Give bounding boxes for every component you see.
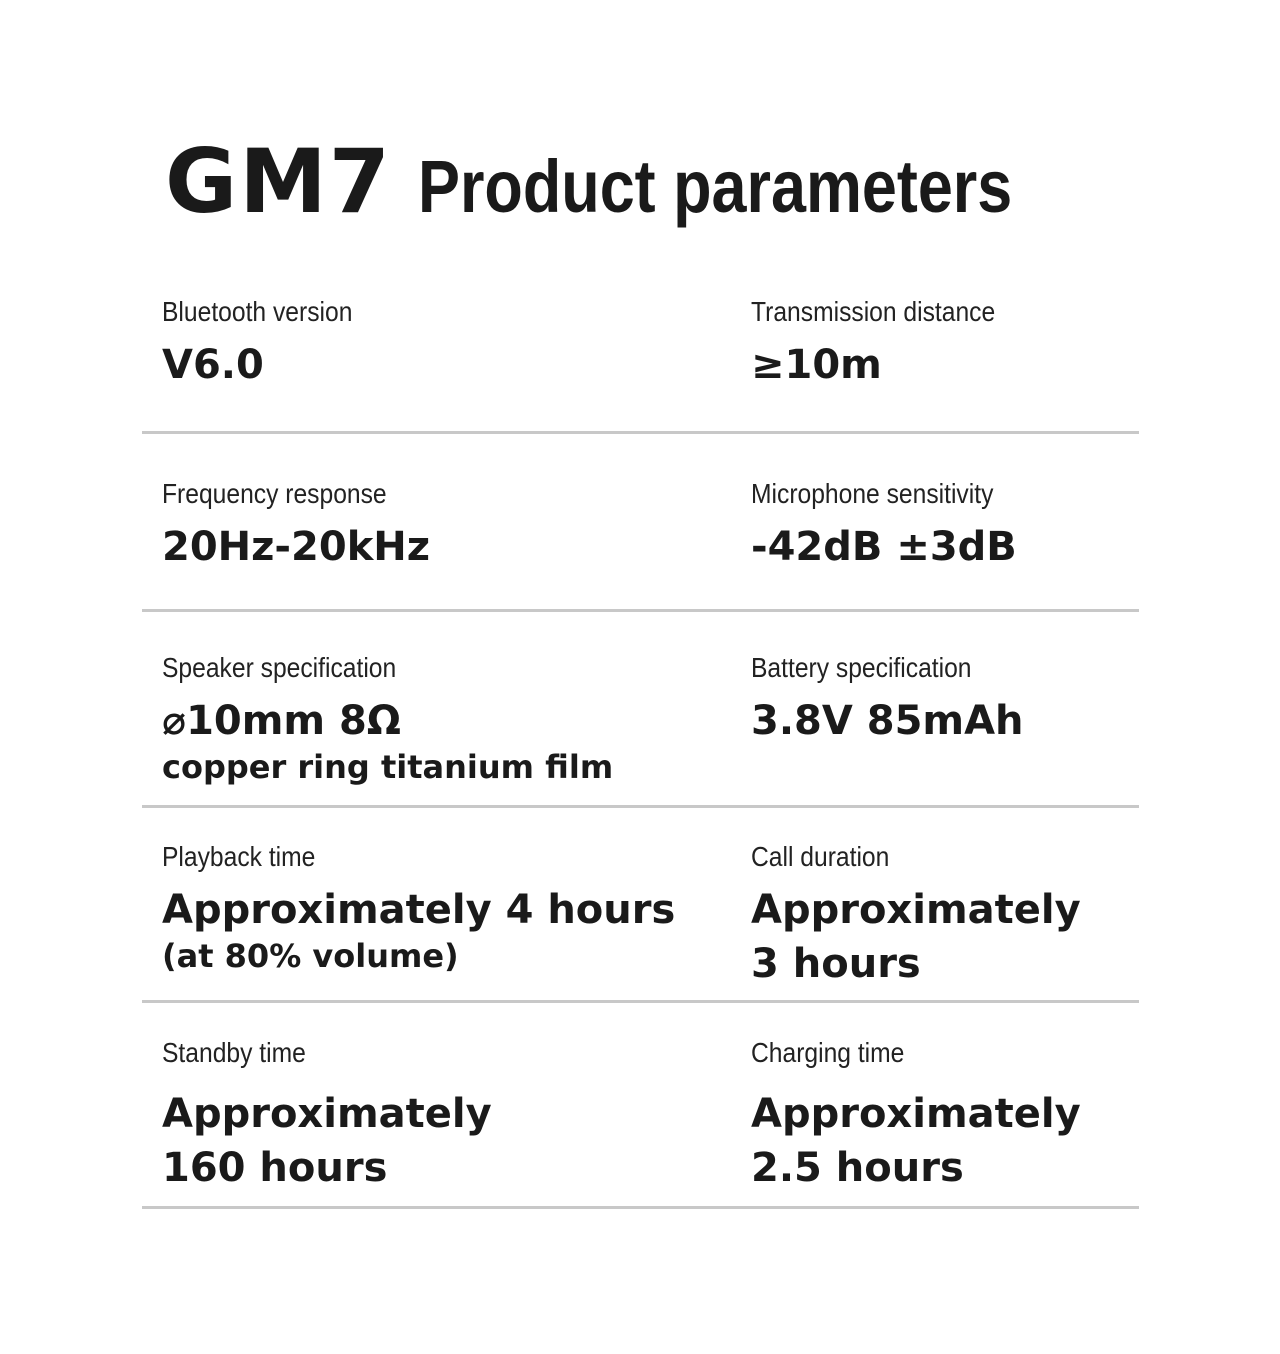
param-value-line2: 3 hours bbox=[751, 941, 921, 987]
param-value: 20Hz-20kHz bbox=[162, 524, 431, 570]
param-label: Speaker specification bbox=[162, 652, 397, 683]
param-value: Approximately bbox=[751, 887, 1081, 933]
param-frequency-response: Frequency response 20Hz-20kHz bbox=[162, 478, 702, 574]
param-subvalue: (at 80% volume) bbox=[162, 937, 459, 975]
divider bbox=[142, 1206, 1139, 1209]
param-speaker-specification: Speaker specification ⌀10mm 8Ω copper ring… bbox=[162, 652, 702, 786]
param-label: Playback time bbox=[162, 841, 316, 872]
param-subvalue: copper ring titanium film bbox=[162, 748, 614, 786]
param-transmission-distance: Transmission distance ≥10m bbox=[751, 296, 1280, 392]
divider bbox=[142, 805, 1139, 808]
param-label: Microphone sensitivity bbox=[751, 478, 994, 509]
page-title: GM7 Product parameters bbox=[165, 130, 1117, 233]
title-text: Product parameters bbox=[418, 145, 1013, 228]
divider bbox=[142, 431, 1139, 434]
divider bbox=[142, 609, 1139, 612]
divider bbox=[142, 1000, 1139, 1003]
param-call-duration: Call duration Approximately 3 hours bbox=[751, 841, 1280, 991]
param-value-line2: 2.5 hours bbox=[751, 1145, 964, 1191]
param-label: Charging time bbox=[751, 1037, 905, 1068]
param-value: V6.0 bbox=[162, 342, 264, 388]
param-microphone-sensitivity: Microphone sensitivity -42dB ±3dB bbox=[751, 478, 1280, 574]
param-value: Approximately bbox=[162, 1091, 492, 1137]
param-value: ⌀10mm 8Ω bbox=[162, 698, 401, 744]
param-bluetooth-version: Bluetooth version V6.0 bbox=[162, 296, 702, 392]
param-standby-time: Standby time Approximately 160 hours bbox=[162, 1037, 702, 1195]
param-value: Approximately bbox=[751, 1091, 1081, 1137]
param-value-line2: 160 hours bbox=[162, 1145, 388, 1191]
param-value: Approximately 4 hours bbox=[162, 887, 676, 933]
param-value: -42dB ±3dB bbox=[751, 524, 1017, 570]
model-name: GM7 bbox=[165, 130, 393, 233]
param-value: ≥10m bbox=[751, 342, 882, 388]
param-value: 3.8V 85mAh bbox=[751, 698, 1024, 744]
param-label: Call duration bbox=[751, 841, 890, 872]
param-label: Bluetooth version bbox=[162, 296, 353, 327]
param-label: Transmission distance bbox=[751, 296, 996, 327]
param-battery-specification: Battery specification 3.8V 85mAh bbox=[751, 652, 1280, 748]
param-label: Standby time bbox=[162, 1037, 306, 1068]
param-label: Frequency response bbox=[162, 478, 387, 509]
param-playback-time: Playback time Approximately 4 hours (at 80… bbox=[162, 841, 702, 975]
param-label: Battery specification bbox=[751, 652, 972, 683]
param-charging-time: Charging time Approximately 2.5 hours bbox=[751, 1037, 1280, 1195]
